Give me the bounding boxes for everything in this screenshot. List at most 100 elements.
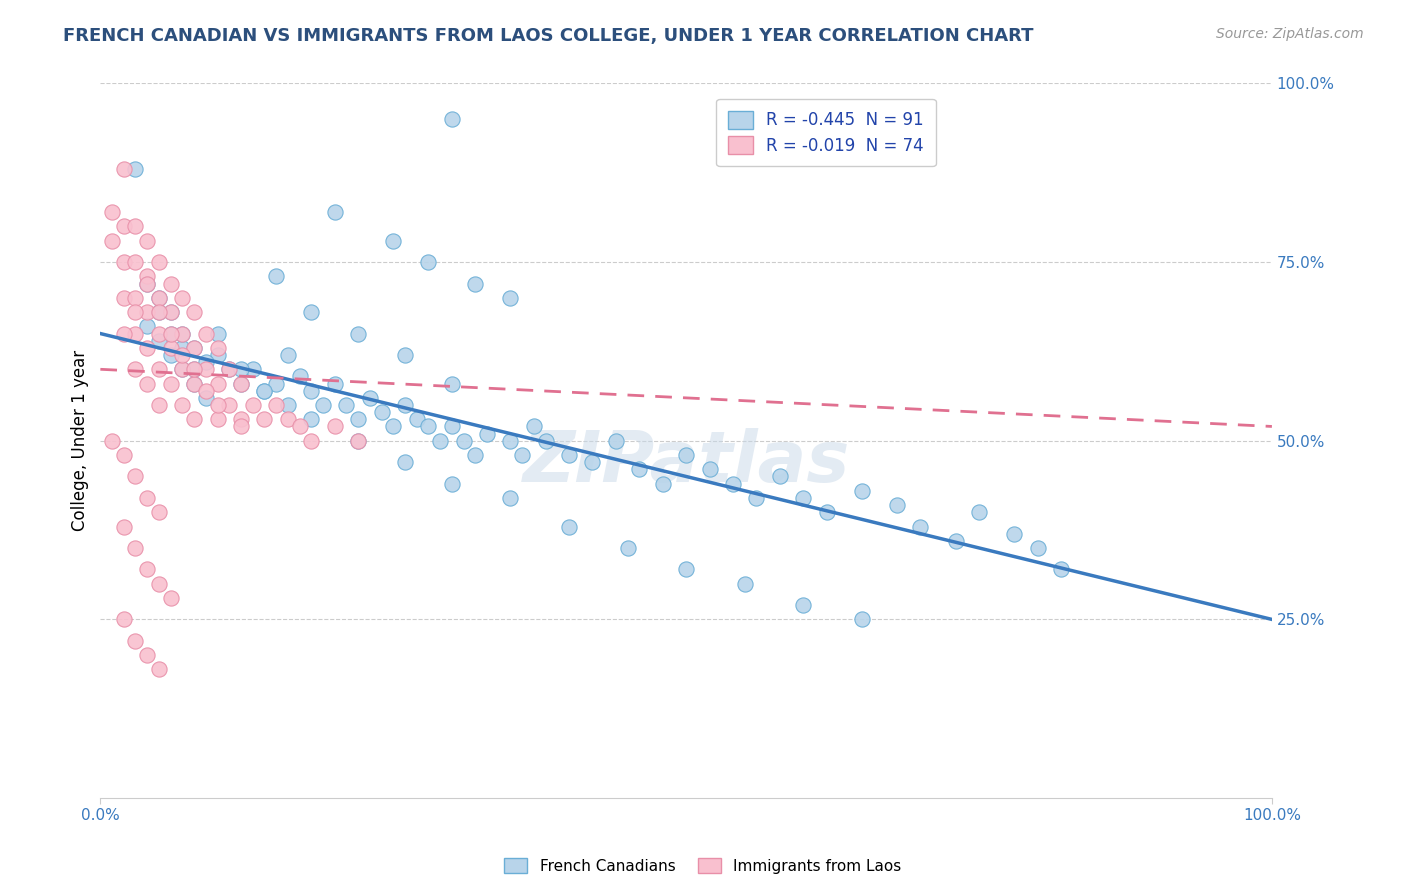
Point: [299, 384, 322, 398]
Point: [148, 255, 170, 269]
Point: [405, 412, 427, 426]
Point: [159, 591, 181, 605]
Point: [124, 633, 146, 648]
Point: [815, 505, 838, 519]
Point: [136, 305, 159, 319]
Point: [264, 398, 287, 412]
Point: [112, 255, 135, 269]
Point: [229, 376, 252, 391]
Point: [745, 491, 768, 505]
Point: [172, 341, 194, 355]
Point: [148, 334, 170, 348]
Point: [229, 419, 252, 434]
Point: [347, 326, 370, 341]
Point: [207, 348, 229, 362]
Point: [534, 434, 557, 448]
Point: [499, 434, 522, 448]
Point: [172, 326, 194, 341]
Point: [253, 412, 276, 426]
Point: [194, 362, 217, 376]
Point: [558, 448, 581, 462]
Point: [792, 491, 814, 505]
Point: [124, 362, 146, 376]
Point: [136, 277, 159, 291]
Point: [323, 205, 346, 219]
Point: [207, 341, 229, 355]
Point: [112, 519, 135, 533]
Legend: French Canadians, Immigrants from Laos: French Canadians, Immigrants from Laos: [498, 852, 908, 880]
Point: [299, 434, 322, 448]
Point: [136, 648, 159, 662]
Point: [910, 519, 932, 533]
Point: [136, 376, 159, 391]
Point: [218, 362, 240, 376]
Point: [440, 112, 463, 127]
Text: ZIPatlas: ZIPatlas: [523, 427, 849, 497]
Point: [851, 483, 873, 498]
Point: [194, 384, 217, 398]
Point: [394, 455, 416, 469]
Point: [207, 398, 229, 412]
Point: [172, 348, 194, 362]
Point: [499, 491, 522, 505]
Point: [628, 462, 651, 476]
Point: [207, 376, 229, 391]
Point: [229, 412, 252, 426]
Point: [159, 348, 181, 362]
Point: [159, 277, 181, 291]
Point: [124, 291, 146, 305]
Point: [394, 348, 416, 362]
Point: [499, 291, 522, 305]
Text: Source: ZipAtlas.com: Source: ZipAtlas.com: [1216, 27, 1364, 41]
Point: [124, 162, 146, 177]
Point: [194, 326, 217, 341]
Point: [323, 419, 346, 434]
Point: [124, 305, 146, 319]
Point: [101, 234, 124, 248]
Point: [148, 576, 170, 591]
Point: [148, 662, 170, 676]
Point: [382, 234, 405, 248]
Point: [288, 419, 311, 434]
Point: [148, 305, 170, 319]
Point: [136, 562, 159, 576]
Point: [218, 362, 240, 376]
Point: [288, 369, 311, 384]
Point: [183, 376, 205, 391]
Point: [699, 462, 721, 476]
Y-axis label: College, Under 1 year: College, Under 1 year: [72, 351, 89, 532]
Point: [347, 412, 370, 426]
Point: [475, 426, 498, 441]
Point: [172, 398, 194, 412]
Point: [172, 362, 194, 376]
Point: [418, 419, 440, 434]
Point: [1002, 526, 1025, 541]
Point: [183, 362, 205, 376]
Point: [229, 376, 252, 391]
Point: [312, 398, 335, 412]
Point: [124, 469, 146, 483]
Point: [242, 362, 264, 376]
Point: [264, 376, 287, 391]
Point: [264, 269, 287, 284]
Point: [394, 398, 416, 412]
Point: [183, 341, 205, 355]
Point: [183, 362, 205, 376]
Point: [347, 434, 370, 448]
Point: [734, 576, 756, 591]
Point: [112, 612, 135, 626]
Point: [207, 326, 229, 341]
Point: [183, 305, 205, 319]
Point: [558, 519, 581, 533]
Point: [101, 434, 124, 448]
Legend: R = -0.445  N = 91, R = -0.019  N = 74: R = -0.445 N = 91, R = -0.019 N = 74: [716, 99, 935, 166]
Point: [124, 541, 146, 555]
Point: [159, 341, 181, 355]
Point: [124, 255, 146, 269]
Point: [418, 255, 440, 269]
Point: [148, 362, 170, 376]
Point: [359, 391, 381, 405]
Point: [101, 205, 124, 219]
Point: [112, 162, 135, 177]
Point: [242, 398, 264, 412]
